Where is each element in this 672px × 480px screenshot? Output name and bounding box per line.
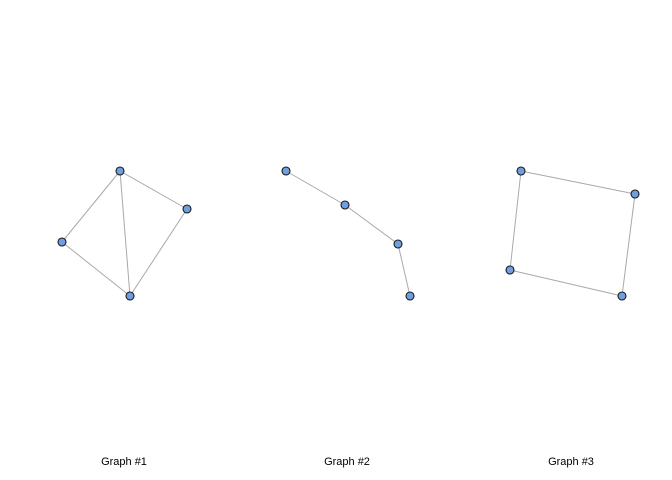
graph-3-node-c (505, 265, 515, 275)
graph-1-edge-a-d (119, 170, 188, 210)
graph-2-nodes (281, 166, 415, 301)
graph-3-node-d (617, 291, 627, 301)
graph-2-node-c (393, 239, 403, 249)
graph-1-node-a (115, 166, 125, 176)
graph-3-edges (509, 170, 636, 297)
graph-2: Graph #2 (281, 166, 415, 468)
graph-1-node-c (125, 291, 135, 301)
graph-1-edges (61, 170, 188, 297)
graph-3-node-a (516, 166, 526, 176)
graph-1-caption: Graph #1 (101, 456, 147, 468)
graph-1-edge-c-d (129, 208, 188, 297)
graph-2-caption: Graph #2 (324, 456, 370, 468)
graph-2-edge-c-d (397, 243, 411, 297)
graph-1-node-d (182, 204, 192, 214)
graph-3-edge-a-b (520, 170, 636, 195)
graph-1: Graph #1 (57, 166, 192, 468)
graph-3-edge-b-d (621, 193, 636, 297)
graph-1-nodes (57, 166, 192, 301)
graph-3-edge-c-a (509, 170, 522, 271)
graph-1-node-b (57, 237, 67, 247)
graph-1-edge-a-c (119, 170, 131, 297)
graph-3-nodes (505, 166, 640, 301)
graph-3-node-b (630, 189, 640, 199)
graph-3-edge-d-c (509, 269, 623, 297)
graph-2-node-b (340, 200, 350, 210)
graph-2-edge-a-b (285, 170, 346, 206)
graph-3: Graph #3 (505, 166, 640, 468)
graph-2-node-d (405, 291, 415, 301)
graph-1-edge-b-c (61, 241, 131, 297)
graph-1-edge-a-b (61, 170, 121, 243)
graph-2-edges (285, 170, 411, 297)
graph-2-edge-b-c (344, 204, 399, 245)
graph-2-node-a (281, 166, 291, 176)
graph-3-caption: Graph #3 (548, 456, 594, 468)
